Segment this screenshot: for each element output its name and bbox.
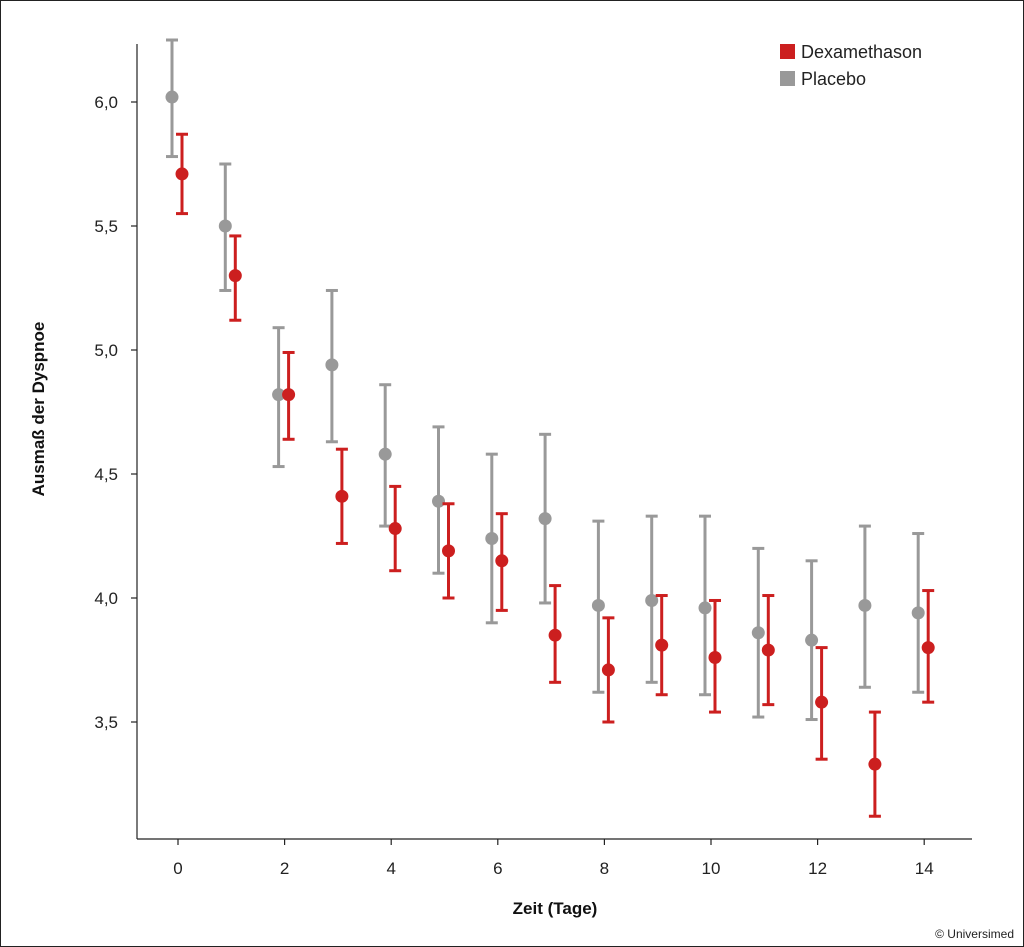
placebo-series	[165, 38, 925, 722]
placebo-point	[858, 598, 872, 612]
y-axis-title: Ausmaß der Dyspnoe	[29, 322, 48, 497]
placebo-point	[645, 593, 659, 607]
y-tick-label: 3,5	[94, 713, 118, 732]
placebo-legend-swatch	[780, 71, 795, 86]
y-tick-label: 4,0	[94, 589, 118, 608]
axes: 3,5 4,0 4,5 5,0 5,5 6,0 0 2 4 6 8 10 12 14	[94, 44, 972, 878]
dexamethason-point	[335, 489, 349, 503]
dexamethason-point	[868, 757, 882, 771]
placebo-point	[911, 606, 925, 620]
dexamethason-point	[601, 663, 615, 677]
dexamethason-point	[708, 651, 722, 665]
x-tick-label: 12	[808, 859, 827, 878]
x-tick-label: 2	[280, 859, 289, 878]
x-tick-label: 14	[915, 859, 934, 878]
x-tick-label: 6	[493, 859, 502, 878]
dexamethason-series	[175, 132, 935, 818]
x-tick-label: 4	[386, 859, 395, 878]
y-tick-label: 4,5	[94, 465, 118, 484]
placebo-point	[325, 358, 339, 372]
placebo-point	[538, 512, 552, 526]
placebo-point	[698, 601, 712, 615]
dexamethason-point	[655, 638, 669, 652]
dexamethason-point	[815, 695, 829, 709]
x-tick-label: 0	[173, 859, 182, 878]
placebo-point	[805, 633, 819, 647]
copyright-credit: © Universimed	[935, 927, 1014, 941]
placebo-point	[378, 447, 392, 461]
dexamethason-point	[761, 643, 775, 657]
legend: Dexamethason Placebo	[780, 42, 922, 89]
y-tick-label: 6,0	[94, 93, 118, 112]
dexamethason-point	[388, 522, 402, 536]
dexamethason-point	[282, 388, 296, 402]
dexamethason-point	[921, 641, 935, 655]
dexamethason-point	[175, 167, 189, 181]
placebo-point	[591, 598, 605, 612]
x-axis-title: Zeit (Tage)	[513, 899, 598, 918]
dexamethason-legend-label: Dexamethason	[801, 42, 922, 62]
placebo-point	[165, 90, 179, 104]
dexamethason-point	[495, 554, 509, 568]
placebo-point	[218, 219, 232, 233]
dexamethason-point	[442, 544, 455, 558]
y-tick-label: 5,0	[94, 341, 118, 360]
placebo-legend-label: Placebo	[801, 69, 866, 89]
dexamethason-point	[228, 269, 242, 283]
placebo-point	[432, 494, 445, 508]
placebo-point	[485, 531, 499, 545]
placebo-point	[272, 388, 286, 402]
x-tick-label: 8	[600, 859, 609, 878]
x-tick-label: 10	[702, 859, 721, 878]
y-tick-label: 5,5	[94, 217, 118, 236]
dexamethason-legend-swatch	[780, 44, 795, 59]
dexamethason-point	[548, 628, 562, 642]
placebo-point	[751, 626, 765, 640]
